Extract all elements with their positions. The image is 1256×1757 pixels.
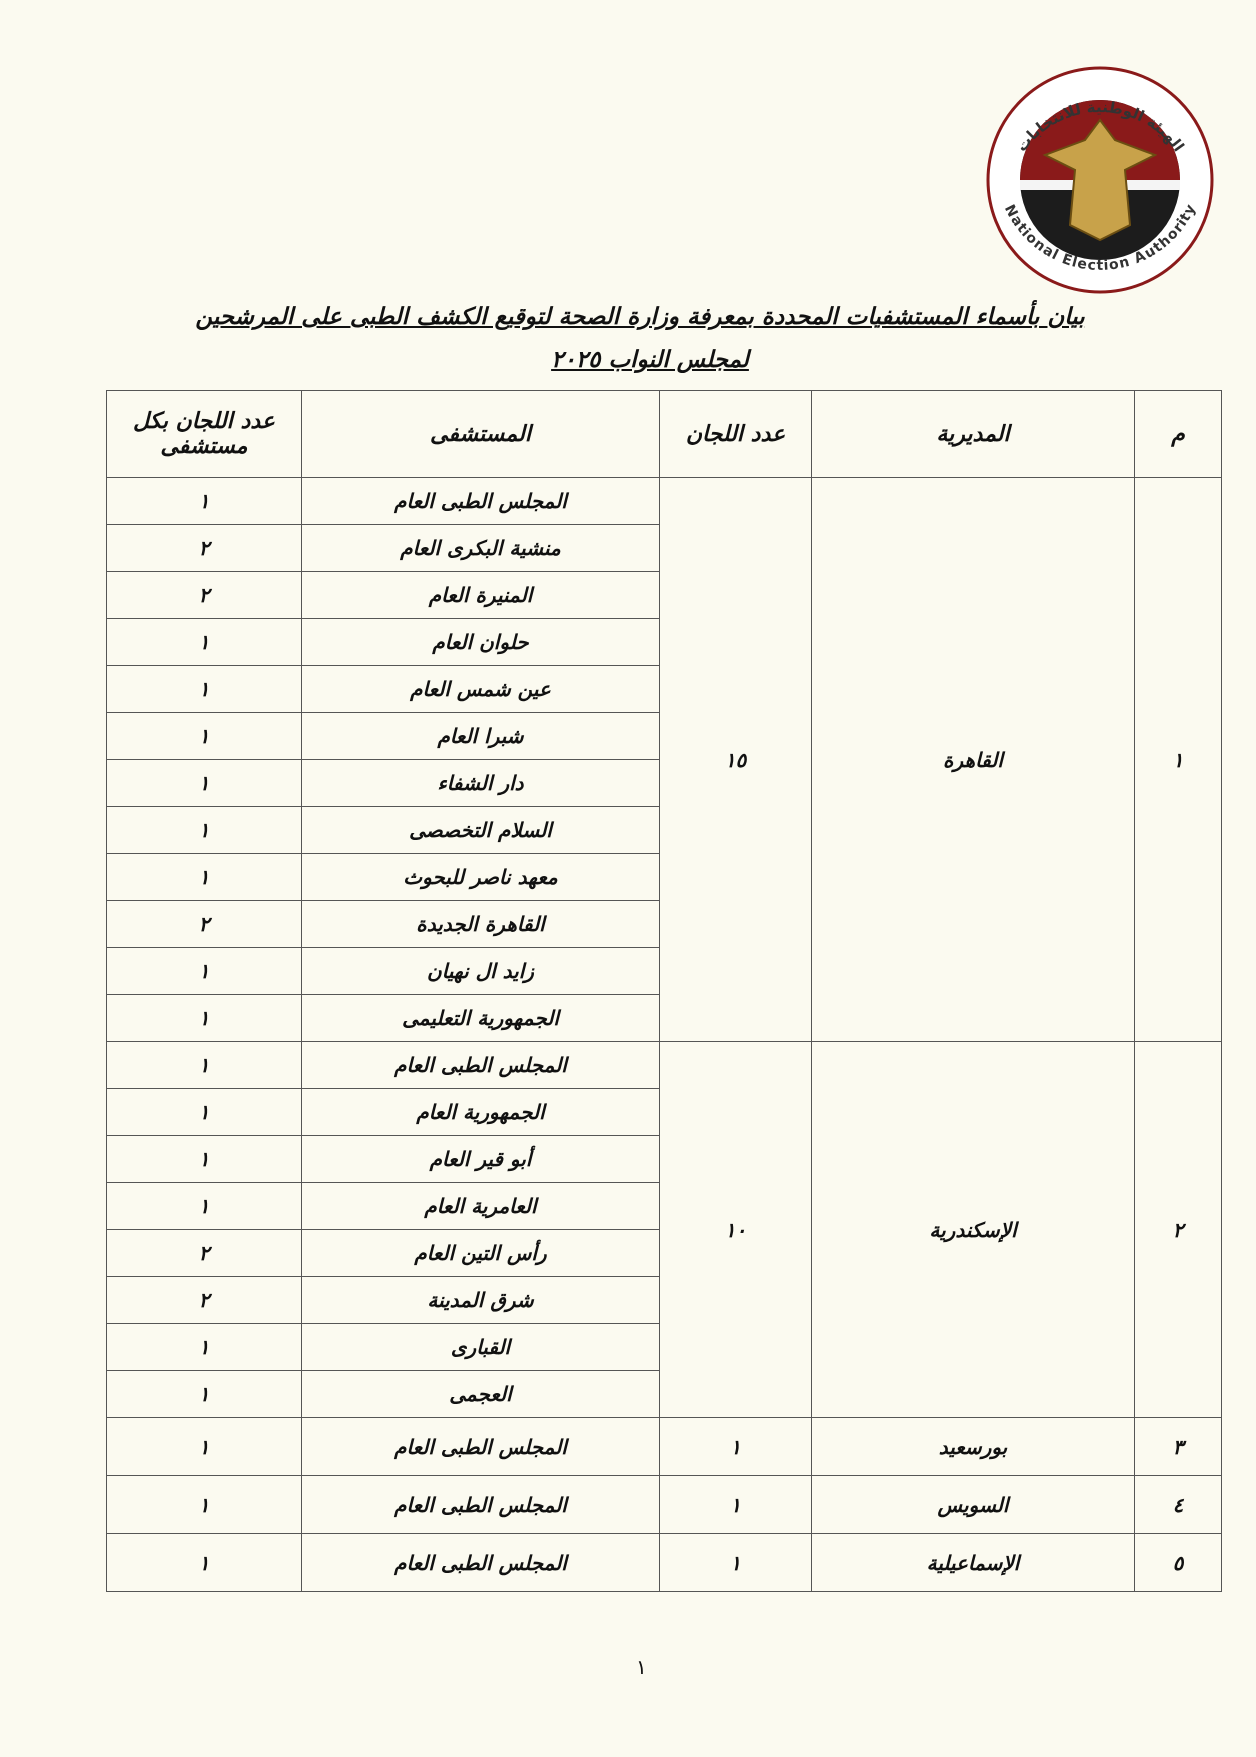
logo: الهيئة الوطنية للانتخابات National Elect… [986,66,1214,294]
hospital-cell: المجلس الطبى العام [301,1417,660,1476]
index-cell: ٢ [1134,1041,1222,1418]
hospital-table: م المديرية عدد اللجان المستشفى عدد اللجان بك… [106,390,1222,1592]
committees-cell: ١ [659,1533,812,1592]
table-row: حلوان العام ١ [106,618,1222,666]
index-cell: ٣ [1134,1417,1222,1476]
table-row: ٣ بورسعيد ١ المجلس الطبى العام ١ [106,1417,1222,1476]
hospital-cell: الجمهورية العام [301,1088,660,1136]
table-row: معهد ناصر للبحوث ١ [106,853,1222,901]
hospital-committees-cell: ١ [106,1088,302,1136]
hospital-cell: القبارى [301,1323,660,1371]
hospital-cell: شبرا العام [301,712,660,760]
hospital-committees-cell: ١ [106,759,302,807]
hospital-committees-cell: ١ [106,853,302,901]
hospital-committees-cell: ١ [106,1135,302,1183]
hospital-committees-cell: ١ [106,665,302,713]
page-number: ١ [636,1655,647,1679]
hospital-cell: السلام التخصصى [301,806,660,854]
hospital-committees-cell: ١ [106,1370,302,1418]
directorate-cell: السويس [811,1475,1135,1534]
hospital-cell: المجلس الطبى العام [301,1533,660,1592]
hospital-committees-cell: ٢ [106,524,302,572]
hospital-committees-cell: ٢ [106,1276,302,1324]
committees-cell: ١٥ [659,477,812,1042]
hospital-committees-cell: ١ [106,947,302,995]
column-header: المديرية [811,390,1135,478]
table-row: العامرية العام ١ [106,1182,1222,1230]
hospital-cell: المجلس الطبى العام [301,477,660,525]
table-row: أبو قير العام ١ [106,1135,1222,1183]
column-header: المستشفى [301,390,660,478]
table-body: ١ القاهرة ١٥ المجلس الطبى العام ١ منشية البكر… [106,477,1222,1592]
hospital-cell: العجمى [301,1370,660,1418]
hospital-committees-cell: ٢ [106,571,302,619]
hospital-committees-cell: ١ [106,1182,302,1230]
hospital-committees-cell: ١ [106,477,302,525]
directorate-cell: الإسكندرية [811,1041,1135,1418]
table-row: المنيرة العام ٢ [106,571,1222,619]
hospital-cell: المنيرة العام [301,571,660,619]
hospital-committees-cell: ١ [106,1533,302,1592]
hospital-committees-cell: ١ [106,618,302,666]
hospital-cell: حلوان العام [301,618,660,666]
hospital-committees-cell: ١ [106,1475,302,1534]
hospital-cell: القاهرة الجديدة [301,900,660,948]
committees-cell: ١٠ [659,1041,812,1418]
subtitle: لمجلس النواب ٢٠٢٥ [551,347,749,373]
hospital-cell: المجلس الطبى العام [301,1475,660,1534]
header-row: م المديرية عدد اللجان المستشفى عدد اللجان بك… [106,390,1222,478]
hospital-cell: زايد ال نهيان [301,947,660,995]
hospital-committees-cell: ١ [106,1323,302,1371]
column-header: م [1134,390,1222,478]
table-row: ٤ السويس ١ المجلس الطبى العام ١ [106,1475,1222,1534]
table-row: شرق المدينة ٢ [106,1276,1222,1324]
index-cell: ٥ [1134,1533,1222,1592]
hospital-cell: رأس التين العام [301,1229,660,1277]
table-row: منشية البكرى العام ٢ [106,524,1222,572]
table-row: القاهرة الجديدة ٢ [106,900,1222,948]
table-row: القبارى ١ [106,1323,1222,1371]
table-row: دار الشفاء ١ [106,759,1222,807]
column-header: عدد اللجان [659,390,812,478]
hospital-committees-cell: ٢ [106,900,302,948]
hospital-committees-cell: ١ [106,806,302,854]
table-row: شبرا العام ١ [106,712,1222,760]
index-cell: ١ [1134,477,1222,1042]
hospital-committees-cell: ١ [106,1417,302,1476]
hospital-cell: معهد ناصر للبحوث [301,853,660,901]
table-row: ٥ الإسماعيلية ١ المجلس الطبى العام ١ [106,1533,1222,1592]
hospital-cell: الجمهورية التعليمى [301,994,660,1042]
table-row: ١ القاهرة ١٥ المجلس الطبى العام ١ [106,477,1222,1042]
committees-cell: ١ [659,1417,812,1476]
directorate-cell: بورسعيد [811,1417,1135,1476]
index-cell: ٤ [1134,1475,1222,1534]
hospital-committees-cell: ٢ [106,1229,302,1277]
hospital-cell: العامرية العام [301,1182,660,1230]
table-row: رأس التين العام ٢ [106,1229,1222,1277]
title: بيان بأسماء المستشفيات المحددة بمعرفة وز… [195,304,1085,330]
hospital-cell: المجلس الطبى العام [301,1041,660,1089]
table-row: العجمى ١ [106,1370,1222,1418]
hospital-cell: شرق المدينة [301,1276,660,1324]
table-row: ٢ الإسكندرية ١٠ المجلس الطبى العام ١ [106,1041,1222,1418]
hospital-committees-cell: ١ [106,712,302,760]
column-header: عدد اللجان بكل مستشفى [106,390,302,478]
hospital-committees-cell: ١ [106,1041,302,1089]
hospital-cell: منشية البكرى العام [301,524,660,572]
hospital-committees-cell: ١ [106,994,302,1042]
directorate-cell: الإسماعيلية [811,1533,1135,1592]
directorate-cell: القاهرة [811,477,1135,1042]
table-row: عين شمس العام ١ [106,665,1222,713]
hospital-cell: دار الشفاء [301,759,660,807]
hospital-cell: أبو قير العام [301,1135,660,1183]
hospital-cell: عين شمس العام [301,665,660,713]
committees-cell: ١ [659,1475,812,1534]
